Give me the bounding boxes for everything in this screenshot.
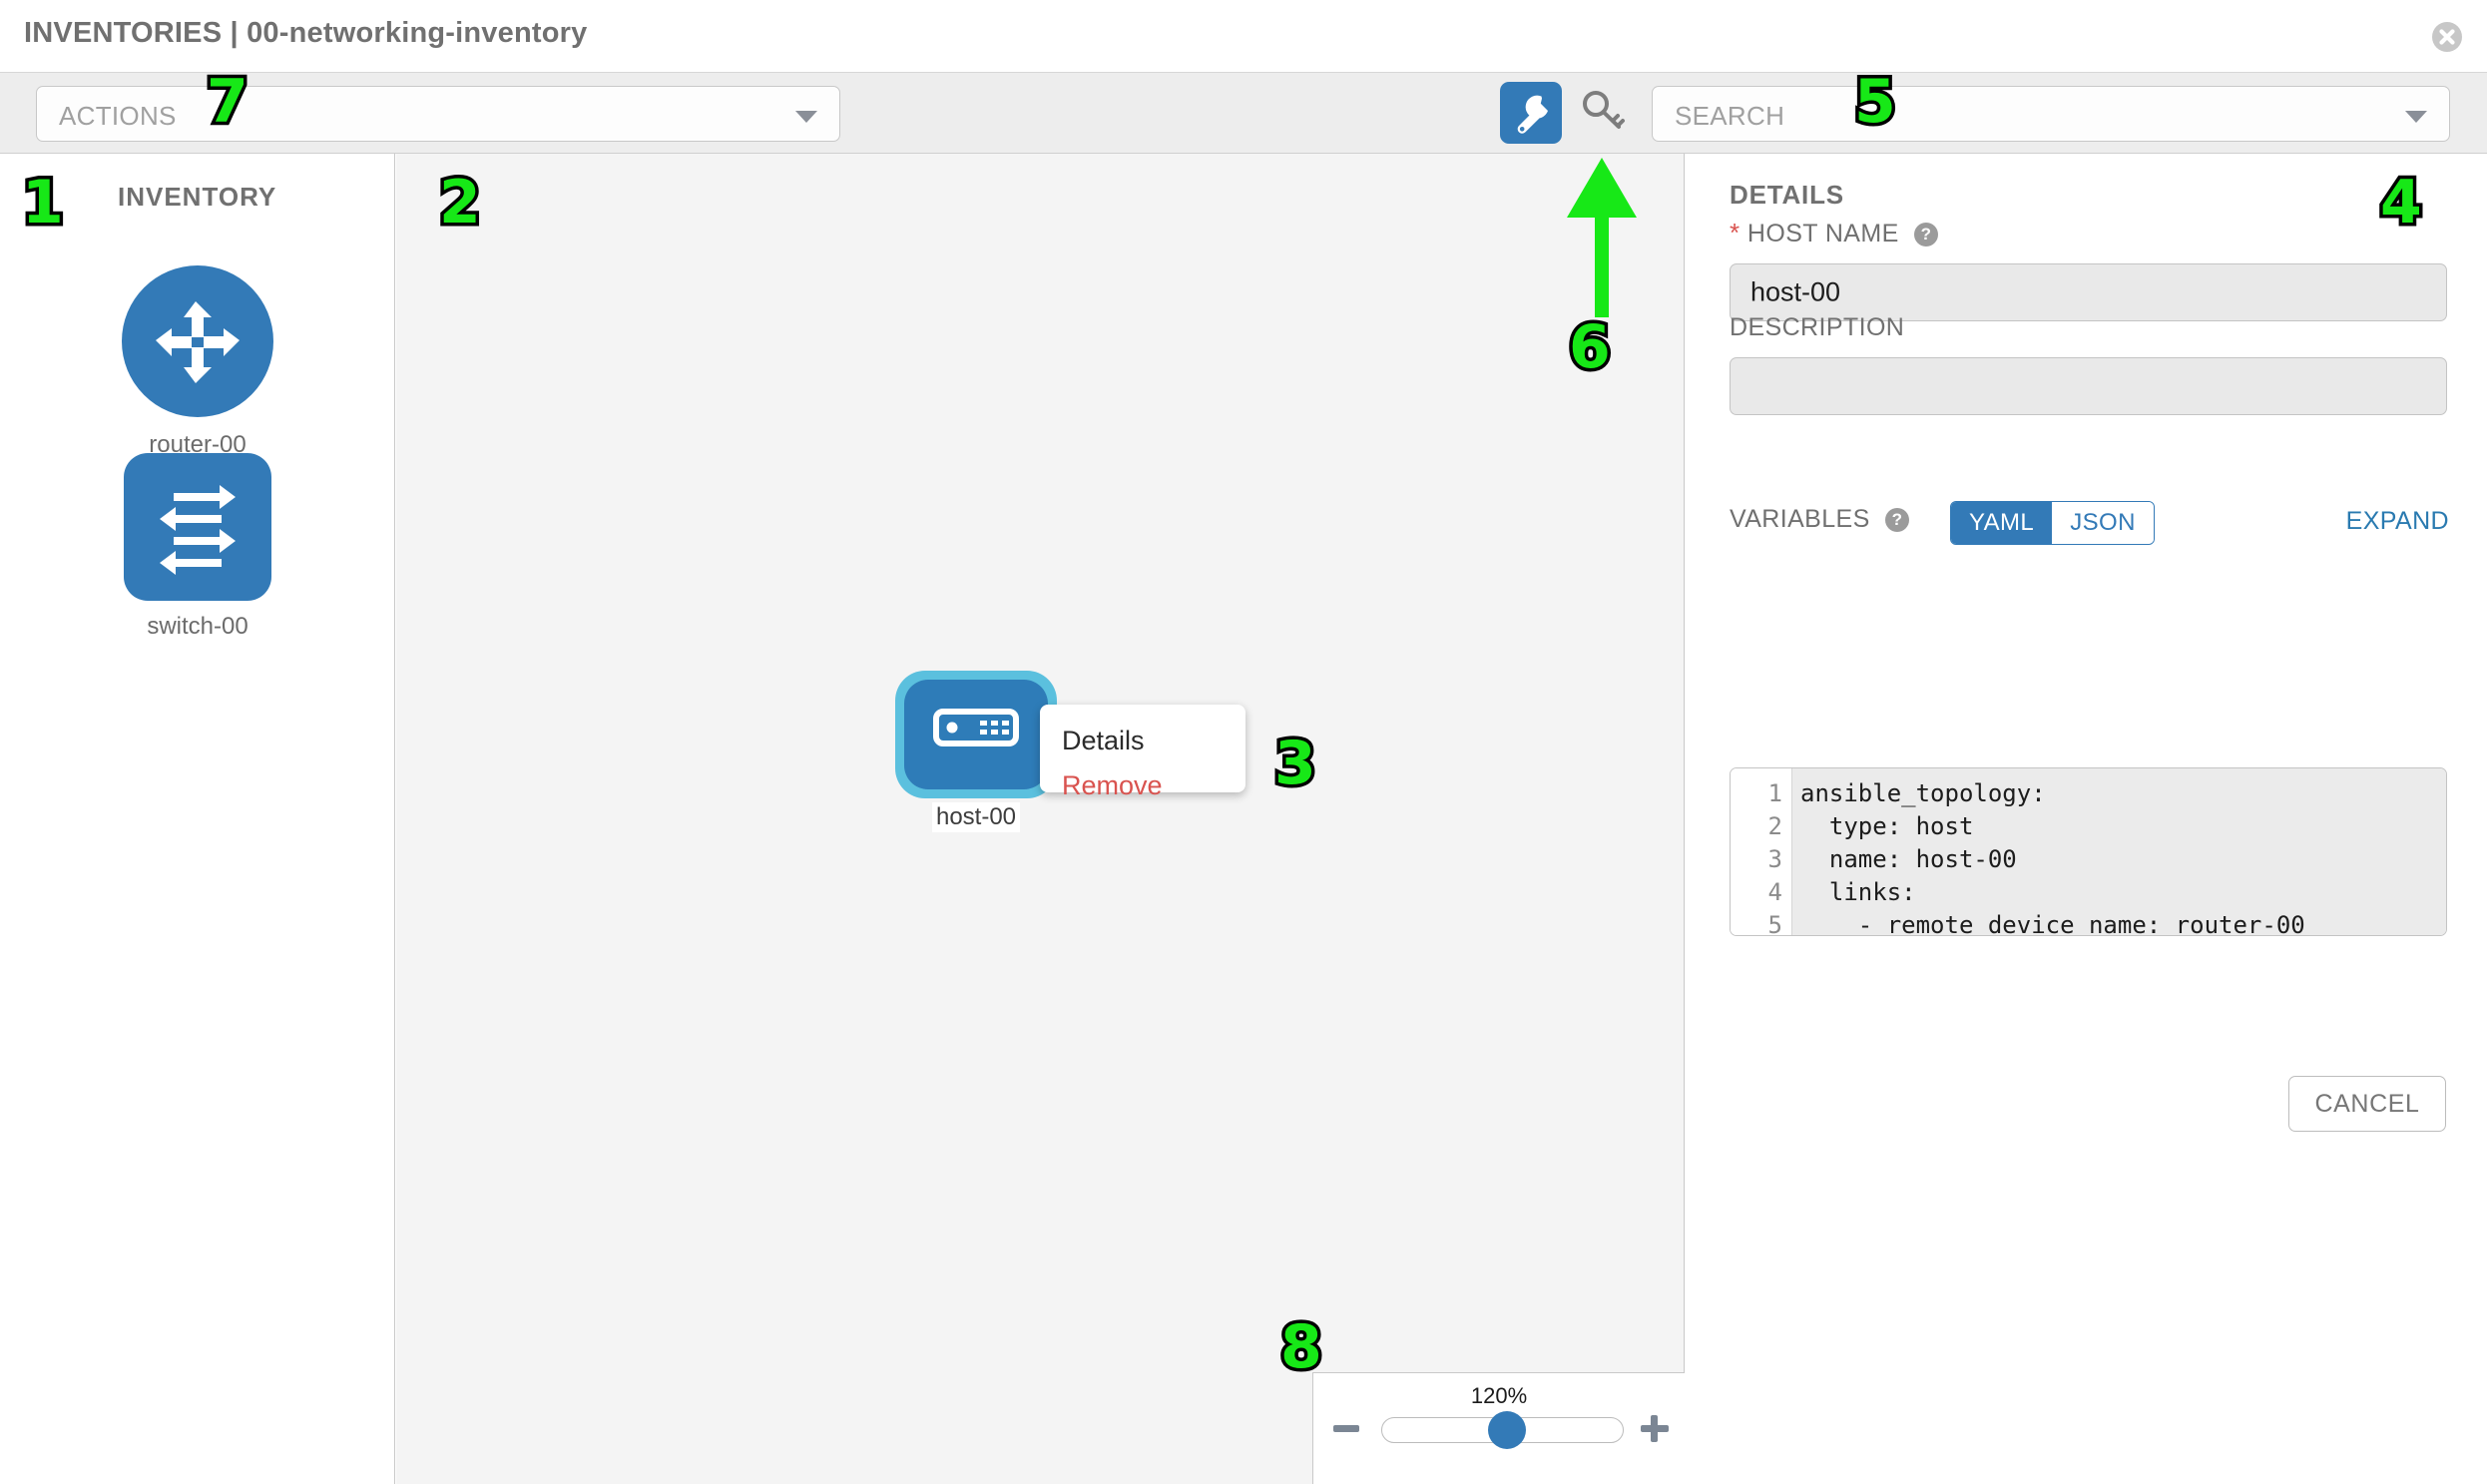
- chevron-down-icon: [795, 111, 817, 123]
- description-field[interactable]: [1730, 357, 2447, 415]
- code-line: type: host: [1800, 812, 1974, 840]
- code-line: links:: [1800, 878, 1916, 906]
- host-name-field[interactable]: host-00: [1730, 263, 2447, 321]
- toolbar: ACTIONS SEARCH: [0, 72, 2487, 154]
- plus-icon-stem: [1651, 1415, 1658, 1442]
- help-circle-icon[interactable]: ?: [1914, 223, 1939, 247]
- variables-label-text: VARIABLES: [1730, 505, 1870, 533]
- variables-code-editor[interactable]: 1 2 3 4 5 6 7 ansible_topology: type: ho…: [1730, 767, 2447, 936]
- inventory-panel: INVENTORY router-00: [0, 154, 395, 1484]
- zoom-control: 120%: [1312, 1372, 1685, 1484]
- zoom-in-button[interactable]: [1313, 1373, 1685, 1484]
- code-line-number: 1: [1767, 779, 1782, 807]
- help-circle-icon[interactable]: ?: [1885, 508, 1910, 533]
- expand-link[interactable]: EXPAND: [2345, 507, 2449, 535]
- node-context-menu: Details Remove: [1040, 705, 1245, 800]
- search-placeholder: SEARCH: [1675, 101, 1785, 131]
- actions-dropdown-label: ACTIONS: [59, 101, 177, 131]
- node-body: [904, 680, 1048, 789]
- code-gutter: 1 2 3 4 5 6 7: [1731, 768, 1792, 935]
- code-line: - remote_device_name: router-00: [1800, 911, 2305, 936]
- host-name-value: host-00: [1750, 276, 1841, 307]
- zoom-out-button[interactable]: [1333, 1425, 1359, 1432]
- host-name-label-text: HOST NAME: [1746, 220, 1899, 247]
- search-input[interactable]: SEARCH: [1652, 86, 2450, 142]
- canvas-node-host[interactable]: host-00: [895, 671, 1057, 832]
- key-icon[interactable]: [1574, 84, 1630, 140]
- chevron-down-icon: [2405, 111, 2427, 123]
- zoom-slider-thumb[interactable]: [1488, 1411, 1526, 1449]
- inventory-item-router[interactable]: router-00: [122, 265, 273, 465]
- code-line-number: 4: [1767, 878, 1782, 906]
- code-line-number: 5: [1767, 911, 1782, 936]
- topology-canvas[interactable]: host-00 Details Remove: [396, 154, 1685, 1484]
- canvas-node-label: host-00: [931, 802, 1021, 832]
- description-label: DESCRIPTION: [1730, 313, 1905, 341]
- variables-row: VARIABLES ? YAML JSON EXPAND: [1686, 501, 2487, 549]
- context-menu-item-remove[interactable]: Remove: [1062, 770, 1163, 800]
- required-asterisk: *: [1730, 218, 1741, 247]
- inventory-heading: INVENTORY: [118, 182, 277, 212]
- code-line: name: host-00: [1800, 845, 2017, 873]
- format-toggle-yaml[interactable]: YAML: [1951, 502, 2053, 544]
- server-icon: [933, 709, 1019, 746]
- code-line-number: 2: [1767, 812, 1782, 840]
- details-heading: DETAILS: [1730, 180, 1844, 210]
- cancel-button[interactable]: CANCEL: [2288, 1076, 2446, 1132]
- wrench-icon[interactable]: [1500, 82, 1562, 144]
- window-header: INVENTORIES | 00-networking-inventory: [0, 0, 2487, 72]
- close-icon[interactable]: [2430, 20, 2464, 54]
- switch-icon: [124, 453, 271, 601]
- code-content: ansible_topology: type: host name: host-…: [1792, 768, 2446, 935]
- format-toggle-json[interactable]: JSON: [2052, 502, 2154, 544]
- code-line-number: 3: [1767, 845, 1782, 873]
- inventory-item-label: switch-00: [147, 613, 249, 640]
- code-line: ansible_topology:: [1800, 779, 2046, 807]
- router-icon: [122, 265, 273, 417]
- variables-label: VARIABLES ?: [1730, 505, 1910, 534]
- host-name-label: * HOST NAME ?: [1730, 218, 1939, 248]
- details-panel: DETAILS * HOST NAME ? host-00 DESCRIPTIO…: [1686, 154, 2487, 1484]
- actions-dropdown[interactable]: ACTIONS: [36, 86, 840, 142]
- zoom-level-label: 120%: [1470, 1383, 1528, 1408]
- page-title: INVENTORIES | 00-networking-inventory: [24, 17, 588, 49]
- variables-format-toggle: YAML JSON: [1950, 501, 2155, 545]
- inventory-item-switch[interactable]: switch-00: [124, 453, 271, 653]
- context-menu-item-details[interactable]: Details: [1062, 726, 1145, 755]
